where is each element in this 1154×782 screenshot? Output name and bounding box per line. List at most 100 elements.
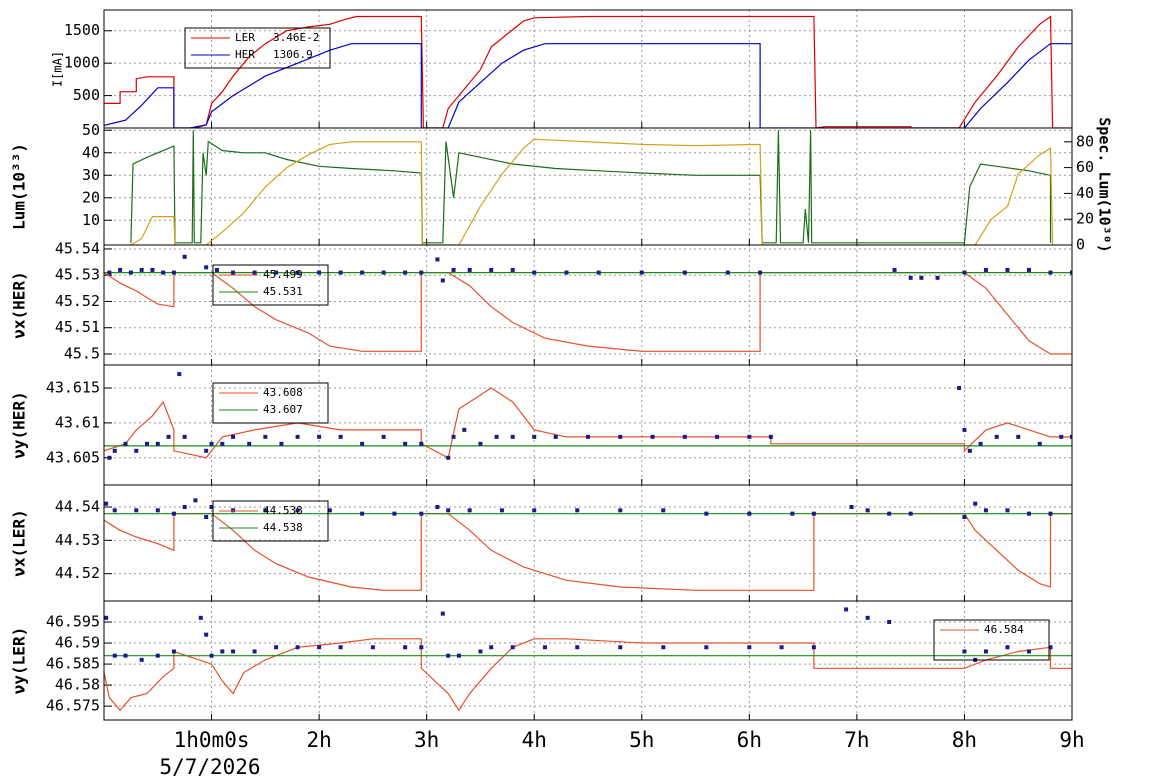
- point: [317, 645, 322, 650]
- y-tick-label: 30: [82, 166, 100, 184]
- y-tick-label: 45.5: [64, 344, 100, 362]
- line: [130, 130, 1052, 244]
- point: [768, 434, 773, 439]
- point: [725, 270, 730, 275]
- y-axis-label: νx(LER): [10, 509, 29, 576]
- point: [575, 508, 580, 513]
- point: [962, 649, 967, 654]
- point: [338, 434, 343, 439]
- point: [381, 270, 386, 275]
- point: [908, 275, 913, 280]
- point: [274, 270, 279, 275]
- y2-axis-label: Spec. Lum(10³⁰): [1096, 117, 1114, 252]
- date-label: 5/7/2026: [159, 755, 260, 779]
- legend-box: [212, 382, 329, 424]
- point: [446, 508, 451, 513]
- point: [935, 275, 940, 280]
- point: [317, 434, 322, 439]
- point: [1005, 508, 1010, 513]
- point: [919, 275, 924, 280]
- y2-tick-label: 40: [1076, 184, 1094, 202]
- point: [403, 645, 408, 650]
- point: [532, 508, 537, 513]
- point: [370, 645, 375, 650]
- point: [231, 270, 236, 275]
- point: [252, 270, 257, 275]
- point: [338, 270, 343, 275]
- point: [1048, 511, 1053, 516]
- y-axis-label: I[mA]: [51, 51, 65, 87]
- legend-label: 44.538: [263, 521, 303, 534]
- point: [758, 270, 763, 275]
- point: [392, 511, 397, 516]
- point: [790, 511, 795, 516]
- point: [446, 653, 451, 658]
- point: [994, 434, 999, 439]
- point: [209, 653, 214, 658]
- y-tick-label: 20: [82, 188, 100, 206]
- point: [747, 434, 752, 439]
- legend-label: 43.608: [263, 386, 303, 399]
- point: [957, 386, 962, 391]
- point: [983, 649, 988, 654]
- point: [462, 427, 467, 432]
- point: [467, 508, 472, 513]
- x-tick-label: 3h: [414, 728, 439, 752]
- legend-label: 46.584: [984, 623, 1024, 636]
- y2-tick-label: 80: [1076, 132, 1094, 150]
- point: [682, 270, 687, 275]
- point: [435, 505, 440, 509]
- line: [130, 138, 1054, 245]
- point: [451, 434, 456, 439]
- point: [112, 653, 117, 658]
- plot-frame: [103, 600, 1073, 721]
- y-tick-label: 46.585: [46, 655, 100, 673]
- x-tick-label: 8h: [952, 728, 977, 752]
- point: [983, 267, 988, 272]
- point: [865, 615, 870, 620]
- line: [104, 638, 1072, 712]
- point: [849, 505, 854, 509]
- point: [532, 434, 537, 439]
- point: [973, 501, 978, 506]
- point: [1005, 267, 1010, 272]
- point: [887, 511, 892, 516]
- point: [1026, 511, 1031, 516]
- point: [596, 270, 601, 275]
- point: [1026, 267, 1031, 272]
- point: [123, 653, 128, 658]
- point: [134, 508, 139, 513]
- point: [553, 434, 558, 439]
- point: [139, 657, 144, 662]
- y2-tick-label: 60: [1076, 158, 1094, 176]
- point: [978, 441, 983, 446]
- point: [252, 649, 257, 654]
- point: [489, 645, 494, 650]
- point: [892, 267, 897, 272]
- point: [962, 515, 967, 519]
- point: [182, 505, 187, 509]
- point: [360, 441, 365, 446]
- point: [435, 257, 440, 262]
- plot-frame: [103, 484, 1073, 602]
- y-tick-label: 44.52: [55, 564, 100, 582]
- point: [844, 607, 849, 612]
- point: [193, 498, 198, 503]
- line: [104, 43, 1072, 128]
- point: [419, 441, 424, 446]
- point: [446, 455, 451, 460]
- point: [456, 653, 461, 658]
- point: [478, 441, 483, 446]
- line: [104, 513, 1072, 591]
- point: [747, 511, 752, 516]
- point: [112, 448, 117, 453]
- point: [209, 441, 214, 446]
- legend-label: 45.499: [263, 268, 303, 281]
- point: [494, 434, 499, 439]
- point: [198, 615, 203, 620]
- x-tick-label: 5h: [629, 728, 654, 752]
- point: [182, 254, 187, 259]
- plot-frame: [103, 127, 1073, 246]
- point: [887, 620, 892, 625]
- legend-value: 3.46E-2: [273, 31, 319, 44]
